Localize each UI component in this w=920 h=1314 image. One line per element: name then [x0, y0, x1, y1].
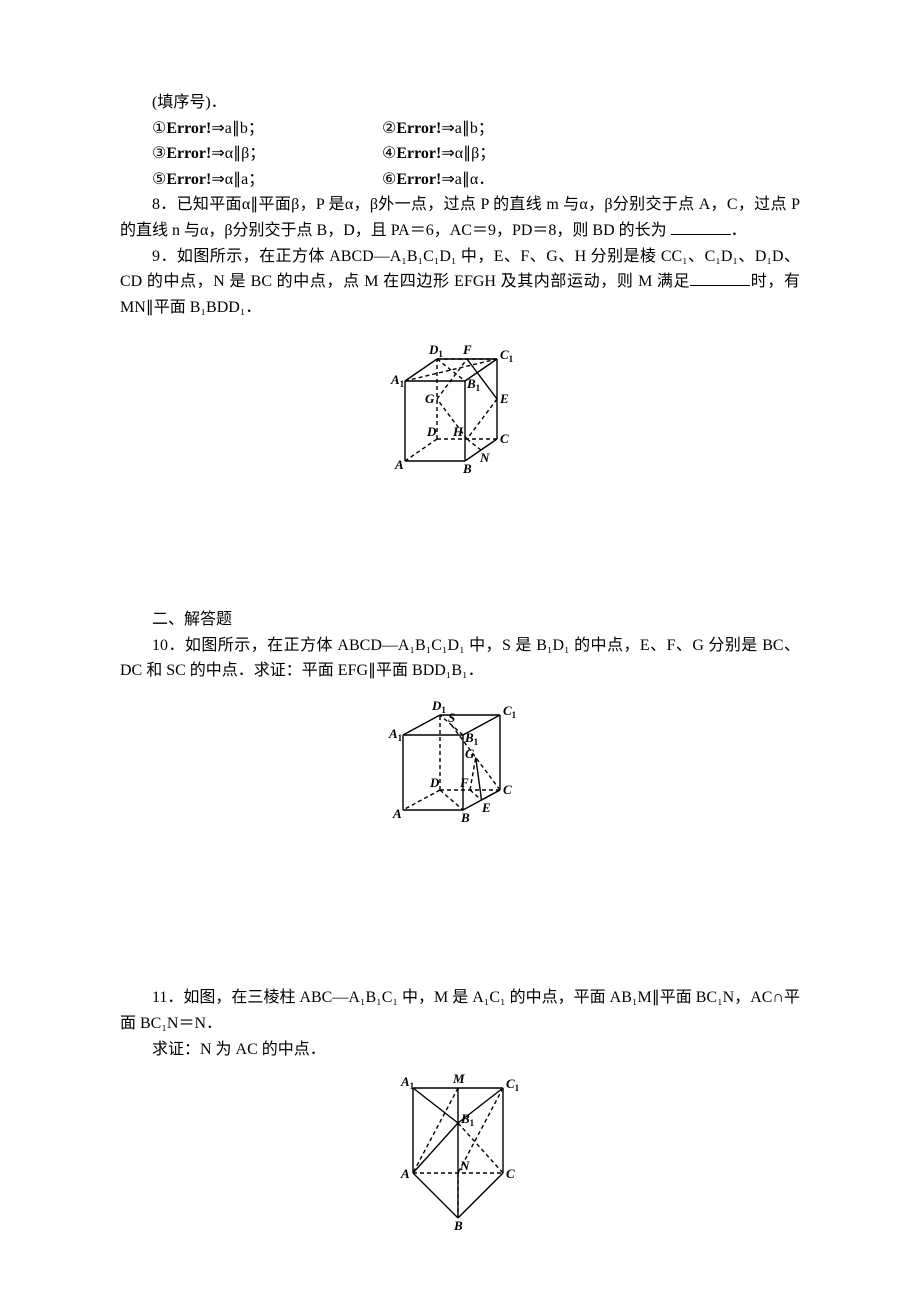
- question-10: 10．如图所示，在正方体 ABCD—A₁B₁C₁D₁ 中，S 是 B₁D₁ 的中…: [120, 633, 800, 684]
- svg-text:M: M: [452, 1071, 465, 1086]
- svg-text:D: D: [429, 775, 440, 790]
- q8-tail: ．: [731, 222, 747, 239]
- opt1-num: ①: [152, 120, 166, 137]
- svg-text:N: N: [479, 450, 490, 465]
- q8-blank: [671, 218, 731, 235]
- opt2-rest: ⇒a∥b；: [441, 120, 494, 137]
- svg-text:C1: C1: [503, 703, 517, 720]
- svg-text:A1: A1: [388, 726, 403, 743]
- svg-text:F: F: [462, 342, 472, 357]
- svg-text:G: G: [425, 391, 435, 406]
- svg-text:B: B: [460, 810, 470, 825]
- svg-text:D1: D1: [431, 698, 446, 715]
- question-11b: 求证：N 为 AC 的中点．: [120, 1037, 800, 1063]
- figure-9: A B C D A1 B1 C1 D1 E F G H N: [120, 326, 800, 485]
- prism-11-svg: A1 C1 B1 M A C B N: [393, 1068, 528, 1233]
- opt1-err: Error!: [166, 120, 211, 137]
- figure-10: A B C D A1 B1 C1 D1 S E F G: [120, 690, 800, 834]
- opt6-rest: ⇒a∥α．: [441, 171, 494, 188]
- opt6-num: ⑥: [382, 171, 396, 188]
- option-row-3: ⑤Error!⇒α∥a； ⑥Error!⇒a∥α．: [120, 167, 800, 193]
- svg-text:C: C: [500, 431, 509, 446]
- svg-text:A: A: [400, 1166, 410, 1181]
- svg-text:E: E: [481, 800, 491, 815]
- question-9: 9．如图所示，在正方体 ABCD—A₁B₁C₁D₁ 中，E、F、G、H 分别是棱…: [120, 244, 800, 321]
- opt3-err: Error!: [166, 145, 211, 162]
- option-4: ④Error!⇒α∥β；: [382, 141, 800, 167]
- opt2-err: Error!: [396, 120, 441, 137]
- option-1: ①Error!⇒a∥b；: [152, 116, 382, 142]
- opt5-num: ⑤: [152, 171, 166, 188]
- svg-text:A1: A1: [390, 372, 405, 389]
- option-5: ⑤Error!⇒α∥a；: [152, 167, 382, 193]
- svg-text:B: B: [462, 461, 472, 476]
- opt4-err: Error!: [396, 145, 441, 162]
- svg-text:E: E: [499, 391, 509, 406]
- opt2-num: ②: [382, 120, 396, 137]
- cube-10-svg: A B C D A1 B1 C1 D1 S E F G: [385, 690, 535, 825]
- svg-text:A1: A1: [400, 1074, 415, 1091]
- svg-text:B: B: [453, 1218, 463, 1233]
- option-3: ③Error!⇒α∥β；: [152, 141, 382, 167]
- spacer-2: [120, 845, 800, 985]
- svg-text:C1: C1: [500, 347, 514, 364]
- opt5-rest: ⇒α∥a；: [211, 171, 264, 188]
- svg-text:D1: D1: [428, 342, 443, 359]
- svg-text:S: S: [448, 710, 455, 725]
- svg-text:A: A: [394, 457, 404, 472]
- option-6: ⑥Error!⇒a∥α．: [382, 167, 800, 193]
- svg-text:F: F: [459, 775, 469, 790]
- section-2-heading: 二、解答题: [120, 607, 800, 633]
- svg-text:C1: C1: [506, 1076, 520, 1093]
- opt3-num: ③: [152, 145, 166, 162]
- question-11: 11．如图，在三棱柱 ABC—A₁B₁C₁ 中，M 是 A₁C₁ 的中点，平面 …: [120, 985, 800, 1036]
- svg-text:N: N: [459, 1158, 470, 1173]
- opt4-num: ④: [382, 145, 396, 162]
- option-row-1: ①Error!⇒a∥b； ②Error!⇒a∥b；: [120, 116, 800, 142]
- opt1-rest: ⇒a∥b；: [211, 120, 264, 137]
- figure-11: A1 C1 B1 M A C B N: [120, 1068, 800, 1242]
- fill-hint: (填序号)．: [120, 90, 800, 116]
- option-row-2: ③Error!⇒α∥β； ④Error!⇒α∥β；: [120, 141, 800, 167]
- svg-text:C: C: [503, 782, 512, 797]
- svg-text:B1: B1: [464, 730, 479, 747]
- opt5-err: Error!: [166, 171, 211, 188]
- opt6-err: Error!: [396, 171, 441, 188]
- page-content: (填序号)． ①Error!⇒a∥b； ②Error!⇒a∥b； ③Error!…: [0, 0, 920, 1314]
- opt4-rest: ⇒α∥β；: [441, 145, 495, 162]
- svg-text:B1: B1: [460, 1111, 475, 1128]
- svg-text:A: A: [392, 806, 402, 821]
- opt3-rest: ⇒α∥β；: [211, 145, 265, 162]
- svg-text:G: G: [465, 746, 475, 761]
- svg-text:D: D: [426, 424, 437, 439]
- svg-text:C: C: [506, 1166, 515, 1181]
- option-2: ②Error!⇒a∥b；: [382, 116, 800, 142]
- svg-text:H: H: [452, 424, 464, 439]
- cube-9-svg: A B C D A1 B1 C1 D1 E F G H N: [385, 326, 535, 476]
- spacer-1: [120, 497, 800, 607]
- svg-text:B1: B1: [466, 376, 481, 393]
- q9-blank: [690, 269, 750, 286]
- question-8: 8．已知平面α∥平面β，P 是α，β外一点，过点 P 的直线 m 与α，β分别交…: [120, 192, 800, 243]
